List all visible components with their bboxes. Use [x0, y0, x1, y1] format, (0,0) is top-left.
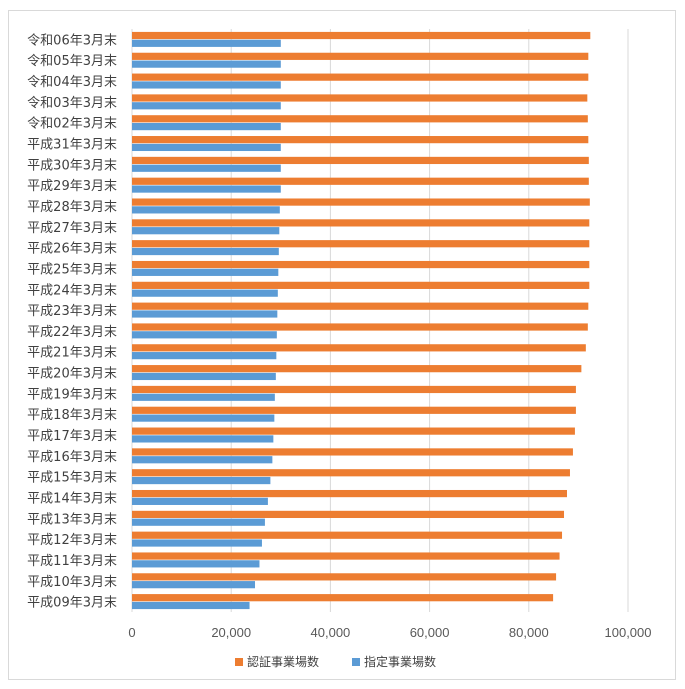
bar-certified-11 [132, 260, 590, 269]
bar-designated-21 [132, 476, 271, 485]
bar-certified-6 [132, 156, 589, 165]
bar-certified-24 [132, 531, 563, 539]
bar-certified-17 [132, 385, 576, 394]
bar-certified-9 [132, 219, 590, 227]
bar-designated-5 [132, 143, 281, 152]
bar-certified-7 [132, 177, 589, 185]
category-label-17: 平成19年3月末 [27, 387, 117, 402]
category-label-0: 令和06年3月末 [27, 33, 117, 48]
bar-certified-8 [132, 198, 590, 206]
category-label-2: 令和04年3月末 [27, 75, 117, 90]
bar-certified-20 [132, 448, 573, 456]
bar-certified-26 [132, 573, 557, 581]
legend: 認証事業場数 指定事業場数 [235, 654, 436, 669]
category-label-8: 平成28年3月末 [27, 200, 117, 215]
bar-certified-21 [132, 469, 570, 477]
bar-designated-6 [132, 164, 281, 172]
bar-certified-15 [132, 344, 586, 352]
bar-certified-19 [132, 427, 575, 435]
bar-designated-25 [132, 560, 260, 568]
category-label-19: 平成17年3月末 [27, 429, 117, 444]
category-label-18: 平成18年3月末 [27, 408, 117, 423]
category-label-21: 平成15年3月末 [27, 471, 117, 486]
category-label-13: 平成23年3月末 [27, 304, 117, 319]
bars [132, 31, 591, 610]
category-label-9: 平成27年3月末 [27, 221, 117, 236]
bar-designated-2 [132, 81, 281, 89]
bar-designated-18 [132, 414, 275, 422]
bar-certified-0 [132, 31, 591, 40]
legend-swatch-1 [352, 658, 360, 666]
bar-designated-26 [132, 581, 256, 589]
category-label-1: 令和05年3月末 [27, 54, 117, 69]
bar-certified-1 [132, 52, 589, 60]
category-label-25: 平成11年3月末 [27, 554, 117, 569]
bar-certified-13 [132, 302, 589, 310]
bar-certified-4 [132, 115, 588, 123]
bar-certified-5 [132, 136, 589, 144]
category-label-23: 平成13年3月末 [27, 512, 117, 527]
bar-designated-9 [132, 227, 280, 235]
bar-designated-12 [132, 289, 278, 297]
category-label-5: 平成31年3月末 [27, 138, 117, 153]
category-label-11: 平成25年3月末 [27, 262, 117, 277]
x-tick-label-0: 0 [128, 625, 135, 640]
category-label-14: 平成22年3月末 [27, 325, 117, 340]
category-label-12: 平成24年3月末 [27, 283, 117, 298]
x-tick-label-4: 80,000 [509, 625, 549, 640]
bar-designated-17 [132, 393, 275, 401]
bar-designated-4 [132, 122, 281, 131]
bar-designated-3 [132, 102, 281, 110]
bar-certified-25 [132, 552, 560, 560]
bar-designated-1 [132, 60, 281, 68]
bar-certified-2 [132, 73, 589, 81]
bar-designated-16 [132, 372, 276, 381]
bar-designated-19 [132, 435, 274, 443]
category-label-26: 平成10年3月末 [27, 575, 117, 590]
bar-certified-18 [132, 406, 576, 414]
category-label-27: 平成09年3月末 [27, 596, 117, 611]
category-label-3: 令和03年3月末 [27, 96, 117, 111]
category-label-15: 平成21年3月末 [27, 346, 117, 361]
bar-designated-0 [132, 39, 281, 47]
bar-certified-23 [132, 510, 565, 519]
x-tick-label-1: 20,000 [211, 625, 251, 640]
legend-label-0: 認証事業場数 [247, 654, 319, 669]
category-label-4: 令和02年3月末 [27, 117, 117, 132]
bar-designated-11 [132, 268, 279, 276]
bar-certified-22 [132, 489, 567, 498]
x-tick-labels: 0 20,000 40,000 60,000 80,000 100,000 [128, 625, 651, 640]
bar-designated-20 [132, 456, 273, 464]
bar-designated-22 [132, 497, 268, 505]
category-label-24: 平成12年3月末 [27, 533, 117, 548]
category-label-20: 平成16年3月末 [27, 450, 117, 465]
bar-designated-23 [132, 518, 265, 526]
category-labels: 令和06年3月末令和05年3月末令和04年3月末令和03年3月末令和02年3月末… [27, 33, 117, 610]
bar-designated-13 [132, 310, 278, 318]
legend-swatch-0 [235, 658, 243, 666]
bar-designated-14 [132, 331, 277, 339]
bar-certified-12 [132, 281, 590, 289]
category-label-16: 平成20年3月末 [27, 367, 117, 382]
bar-certified-27 [132, 594, 554, 602]
bar-designated-27 [132, 601, 250, 610]
bar-designated-24 [132, 539, 262, 547]
bar-certified-16 [132, 365, 582, 373]
category-label-22: 平成14年3月末 [27, 491, 117, 506]
x-tick-label-5: 100,000 [605, 625, 652, 640]
bar-certified-3 [132, 94, 588, 102]
x-tick-label-3: 60,000 [410, 625, 450, 640]
bar-certified-10 [132, 240, 590, 248]
category-label-6: 平成30年3月末 [27, 158, 117, 173]
legend-label-1: 指定事業場数 [364, 654, 436, 669]
bar-certified-14 [132, 323, 588, 331]
bar-designated-7 [132, 185, 281, 193]
bar-designated-15 [132, 352, 277, 360]
bar-designated-8 [132, 206, 280, 214]
x-tick-label-2: 40,000 [311, 625, 351, 640]
bar-designated-10 [132, 247, 279, 256]
category-label-10: 平成26年3月末 [27, 242, 117, 257]
category-label-7: 平成29年3月末 [27, 179, 117, 194]
